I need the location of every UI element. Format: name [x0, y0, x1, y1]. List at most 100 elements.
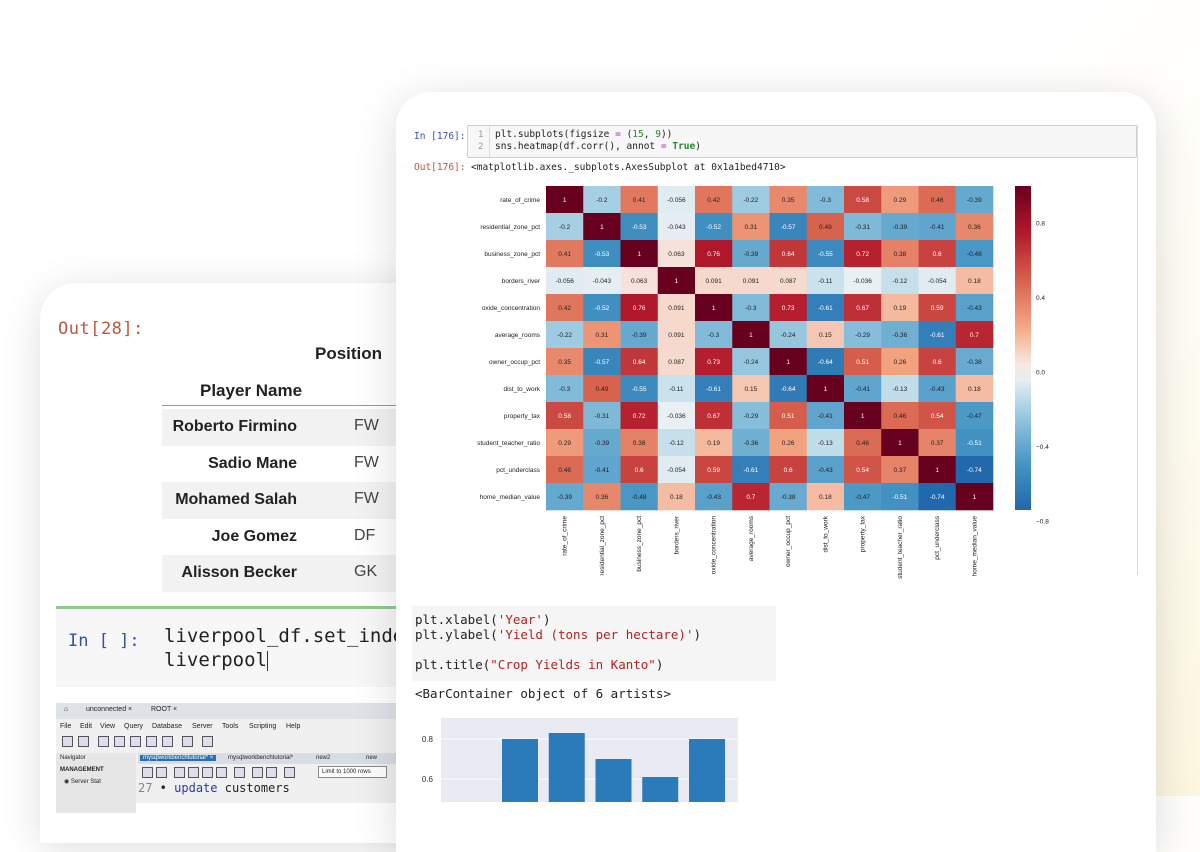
code-line[interactable]: liverpool_df.set_inde: [164, 625, 405, 647]
heatmap-cell: [955, 429, 994, 457]
heatmap-cell: [657, 321, 696, 349]
server-status-icon: ◉: [64, 779, 71, 785]
stop-icon[interactable]: [216, 767, 227, 778]
name-header: Player Name: [200, 381, 303, 400]
explain-icon[interactable]: [202, 767, 213, 778]
connection-tab[interactable]: unconnected ×: [86, 706, 133, 713]
menu-file[interactable]: File: [60, 723, 72, 730]
rollback-icon[interactable]: [266, 767, 277, 778]
heatmap-cell-label: 0.087: [668, 359, 685, 366]
heatmap-cell: [881, 429, 919, 457]
code-line[interactable]: plt.xlabel('Year'): [415, 612, 550, 627]
execute-current-icon[interactable]: [188, 767, 199, 778]
heatmap-cell-label: -0.74: [967, 467, 982, 474]
toggle-icon[interactable]: [234, 767, 245, 778]
heatmap-cell: [806, 348, 845, 376]
code-cell[interactable]: plt.xlabel('Year') plt.ylabel('Yield (to…: [412, 606, 776, 681]
save-icon[interactable]: [156, 767, 167, 778]
heatmap-col-label: home_median_value: [971, 516, 978, 577]
heatmap-cell-label: 0.59: [931, 305, 944, 312]
code-token: ,: [643, 129, 656, 140]
heatmap-cell-label: -0.57: [594, 359, 609, 366]
code-line[interactable]: sns.heatmap(df.corr(), annot = True): [495, 141, 701, 152]
home-icon[interactable]: ⌂: [64, 706, 69, 713]
heatmap-cell-label: 0.36: [968, 224, 981, 231]
code-line[interactable]: plt.title("Crop Yields in Kanto"): [415, 657, 663, 672]
menu-server[interactable]: Server: [192, 723, 213, 730]
menu-edit[interactable]: Edit: [80, 723, 93, 730]
reconnect-icon[interactable]: [202, 736, 213, 747]
code-line-with-cursor[interactable]: liverpool: [164, 649, 268, 671]
view-icon[interactable]: [130, 736, 141, 747]
heatmap-cell-label: -0.51: [892, 494, 907, 501]
heatmap-cell: [546, 321, 584, 349]
heatmap-cell: [583, 240, 621, 268]
code-token: )): [660, 129, 673, 140]
heatmap-cell-label: 0.6: [635, 467, 644, 474]
menu-scripting[interactable]: Scripting: [249, 723, 277, 730]
menu-database[interactable]: Database: [152, 723, 182, 730]
editor-tab[interactable]: mysqlworkbenchtutorial* ×: [140, 755, 217, 761]
code-line[interactable]: plt.subplots(figsize = (15, 9)): [495, 129, 672, 140]
heatmap-cell-label: -0.47: [967, 413, 982, 420]
commit-icon[interactable]: [252, 767, 263, 778]
heatmap-cell: [955, 402, 994, 430]
heatmap-cell: [657, 267, 696, 295]
search-icon[interactable]: [182, 736, 193, 747]
heatmap-cell-label: -0.31: [594, 413, 609, 420]
schema-icon[interactable]: [98, 736, 109, 747]
open-file-icon[interactable]: [142, 767, 153, 778]
heatmap-cell: [546, 456, 584, 484]
heatmap-cell: [546, 240, 584, 268]
menu-help[interactable]: Help: [286, 723, 301, 730]
heatmap-cell-label: -0.39: [892, 224, 907, 231]
limit-rows-select[interactable]: Limit to 1000 rows: [318, 766, 387, 778]
code-cell[interactable]: 1 2 plt.subplots(figsize = (15, 9)) sns.…: [467, 125, 1137, 158]
menu-view[interactable]: View: [100, 723, 116, 730]
menu-query[interactable]: Query: [124, 723, 144, 730]
heatmap-cell: [620, 429, 659, 457]
heatmap-cell-label: 0.15: [819, 332, 832, 339]
heatmap-row-label: dist_to_work: [504, 386, 541, 393]
menu-tools[interactable]: Tools: [222, 723, 239, 730]
open-sql-icon[interactable]: [78, 736, 89, 747]
sql-identifier: customers: [224, 781, 290, 795]
sql-editor-line[interactable]: 27 • update customers: [138, 781, 290, 795]
output-text: <BarContainer object of 6 artists>: [415, 686, 671, 701]
heatmap-cell-label: -0.056: [667, 197, 686, 204]
editor-tab[interactable]: new2: [316, 755, 331, 761]
heatmap-cell: [695, 429, 733, 457]
editor-tab[interactable]: mysqlworkbenchtutorial*: [228, 755, 294, 761]
heatmap-cell-label: -0.43: [706, 494, 721, 501]
string-literal: 'Year': [497, 612, 543, 627]
heatmap-cell: [806, 429, 845, 457]
connection-tab[interactable]: ROOT ×: [151, 706, 178, 713]
heatmap-row-label: home_median_value: [480, 494, 541, 501]
autocommit-icon[interactable]: [284, 767, 295, 778]
player-position: FW: [354, 454, 379, 471]
heatmap-cell: [695, 267, 733, 295]
server-status-item[interactable]: ◉ Server Stat: [64, 778, 101, 785]
procedure-icon[interactable]: [146, 736, 157, 747]
heatmap-cell: [620, 456, 659, 484]
heatmap-cell-label: 0.73: [707, 359, 720, 366]
code-token: ): [693, 627, 701, 642]
heatmap-cell-label: -0.61: [706, 386, 721, 393]
code-text[interactable]: liverpool: [164, 649, 267, 671]
heatmap-cell: [657, 348, 696, 376]
function-icon[interactable]: [162, 736, 173, 747]
bar: [689, 739, 725, 802]
new-sql-icon[interactable]: [62, 736, 73, 747]
code-line[interactable]: plt.ylabel('Yield (tons per hectare)'): [415, 627, 701, 642]
y-tick-label: 0.6: [422, 775, 434, 784]
heatmap-cell: [583, 186, 621, 214]
plot-area: [441, 718, 738, 802]
editor-tab[interactable]: new: [366, 755, 378, 761]
heatmap-cell: [881, 375, 919, 403]
table-icon[interactable]: [114, 736, 125, 747]
heatmap-cell-label: -0.13: [818, 440, 833, 447]
execute-icon[interactable]: [174, 767, 185, 778]
heatmap-cell-label: 0.19: [894, 305, 907, 312]
heatmap-cell: [732, 375, 770, 403]
input-cell[interactable]: In [ ]: liverpool_df.set_inde liverpool: [56, 606, 460, 687]
